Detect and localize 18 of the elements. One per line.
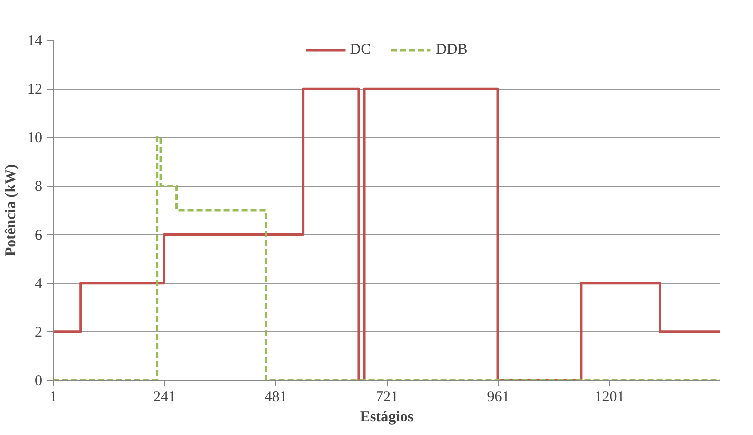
y-tick-label: 6 xyxy=(35,228,43,244)
y-tick-label: 2 xyxy=(35,324,42,341)
y-tick-label: 8 xyxy=(35,179,42,196)
x-axis-title: Estágios xyxy=(360,410,414,426)
legend-label: DC xyxy=(350,42,372,58)
y-tick-label: 12 xyxy=(28,82,42,98)
y-tick-label: 10 xyxy=(28,130,42,147)
x-tick-label: 961 xyxy=(487,390,510,406)
y-axis-title: Potência (kW) xyxy=(4,164,20,257)
x-tick-label: 1201 xyxy=(594,390,625,406)
x-tick-label: 481 xyxy=(264,390,288,406)
x-tick-label: 721 xyxy=(376,390,398,406)
legend-label: DDB xyxy=(436,42,468,58)
y-tick-label: 4 xyxy=(35,276,43,292)
y-tick-label: 14 xyxy=(28,34,43,50)
x-tick-label: 1 xyxy=(50,390,58,406)
y-tick-label: 0 xyxy=(35,374,42,390)
x-tick-label: 241 xyxy=(153,390,176,406)
